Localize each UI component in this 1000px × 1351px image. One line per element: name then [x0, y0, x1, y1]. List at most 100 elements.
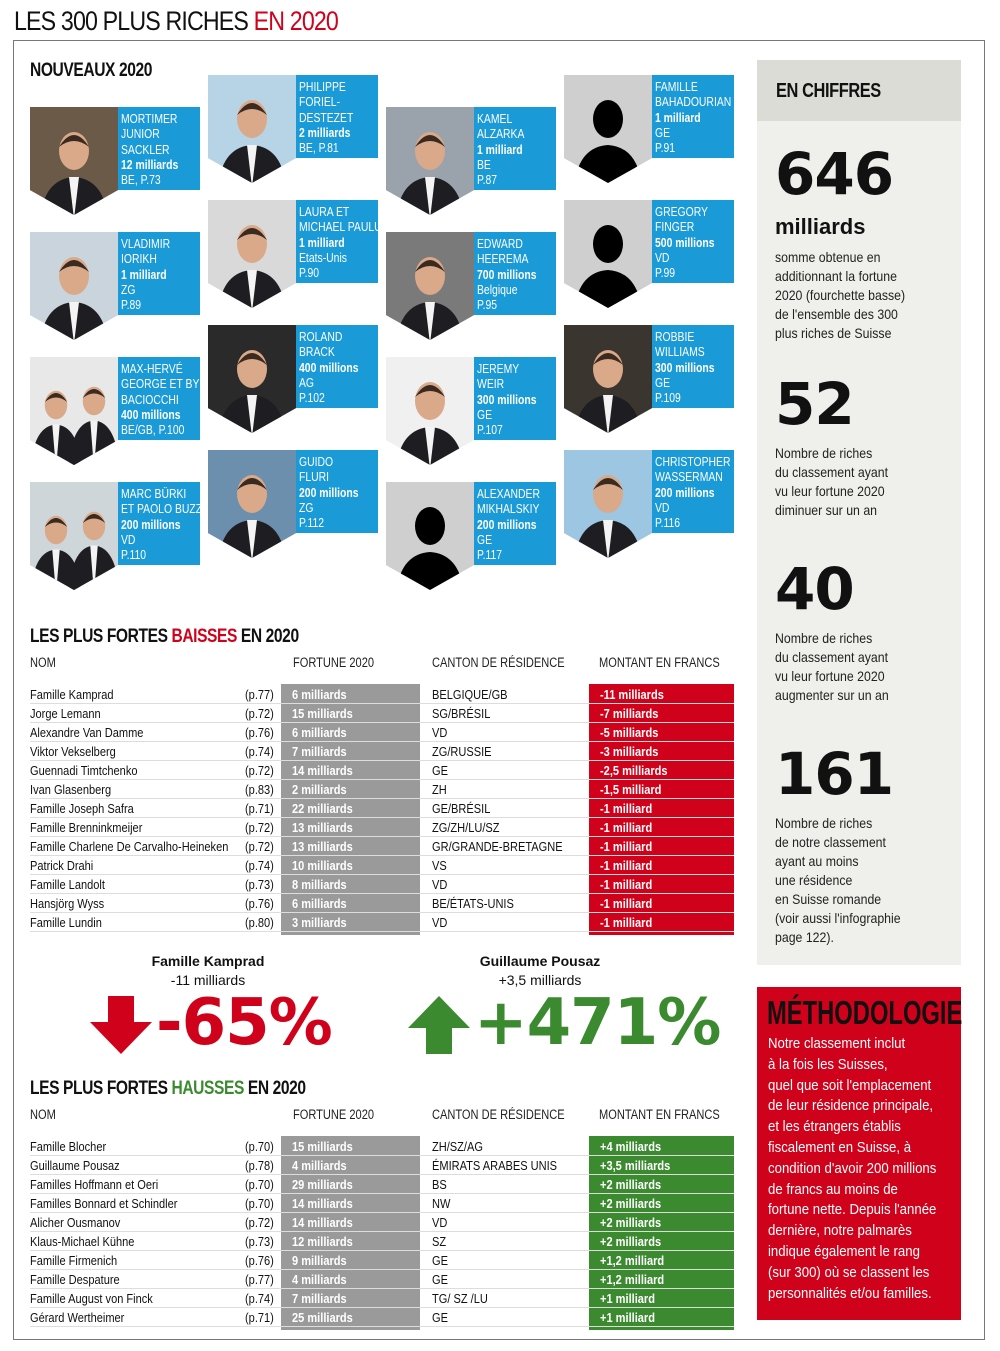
cell-name: Famille August von Finck	[30, 1291, 153, 1306]
cell-name: Famille Joseph Safra	[30, 801, 134, 816]
cell-page: (p.73)	[245, 1234, 274, 1249]
card-detail: BE, P.73	[121, 172, 161, 188]
cell-name: Famille Blocher	[30, 1139, 107, 1154]
column-header-nom: NOM	[30, 655, 56, 670]
cell-montant: -11 milliards	[600, 687, 664, 702]
table-row: Famille August von Finck (p.74) 7 milliard…	[30, 1289, 734, 1308]
portrait-photo	[30, 232, 118, 340]
card-info: CHRISTOPHER WASSERMAN 200 millions VD P.116	[652, 450, 734, 533]
cell-fortune: 25 milliards	[292, 1310, 353, 1325]
stat-unit: milliards	[775, 214, 866, 239]
column-header-fortune: FORTUNE 2020	[293, 655, 375, 670]
methodologie-line: de leur résidence principale,	[768, 1097, 934, 1115]
card-name-line: WILLIAMS	[655, 344, 705, 360]
cell-fortune: 15 milliards	[292, 706, 353, 721]
cell-montant: -1 milliard	[600, 877, 653, 892]
hausses-title-c: EN 2020	[247, 1078, 306, 1099]
card-info: EDWARD HEEREMA 700 millions Belgique P.95	[474, 232, 556, 315]
column-header-montant: MONTANT EN FRANCS	[599, 1107, 720, 1122]
cell-page: (p.71)	[245, 1310, 274, 1325]
table-row: Familles Bonnard et Schindler (p.70) 14 mi…	[30, 1194, 734, 1213]
stat-description: Nombre de riches	[775, 815, 873, 831]
cell-name: Famille Lundin	[30, 915, 102, 930]
highlight-change: -11 milliards	[170, 972, 246, 988]
card-amount: 400 millions	[299, 359, 359, 375]
card-name-line: ROBBIE	[655, 329, 695, 344]
card-name-line: MARC BÜRKI	[121, 486, 187, 501]
card-name-line: CHRISTOPHER	[655, 454, 731, 469]
stat-number: 161	[775, 740, 894, 808]
baisses-title-c: EN 2020	[240, 626, 299, 647]
cell-page: (p.70)	[245, 1196, 274, 1211]
card-detail: P.117	[477, 547, 503, 563]
card-detail: GE	[477, 531, 493, 547]
cell-montant: +1 milliard	[600, 1310, 655, 1325]
methodologie-line: fiscalement en Suisse, à	[768, 1139, 912, 1156]
cell-montant: +1,2 milliard	[600, 1253, 665, 1268]
cell-canton: NW	[432, 1196, 451, 1211]
card-name-line: KAMEL	[477, 111, 513, 126]
cell-name: Guennadi Timtchenko	[30, 763, 138, 778]
cell-fortune: 12 milliards	[292, 1234, 353, 1249]
card-name-line: ET PAOLO BUZZI	[121, 501, 205, 517]
cell-name: Alexandre Van Damme	[30, 725, 144, 740]
methodologie-box	[757, 987, 961, 1320]
portrait-photo	[564, 325, 652, 433]
cell-fortune: 7 milliards	[292, 744, 347, 759]
table-row: Famille Kamprad (p.77) 6 milliards BELGIQUE…	[30, 685, 734, 704]
card-info: ROLAND BRACK 400 millions AG P.102	[296, 325, 378, 408]
card-name-line: WASSERMAN	[655, 469, 723, 485]
card-name-line: MICHAEL PAULUS	[299, 219, 389, 235]
card-detail: P.87	[477, 172, 498, 188]
card-amount: 500 millions	[655, 234, 715, 250]
card-amount: 1 milliard	[121, 266, 167, 282]
en-chiffres-title: EN CHIFFRES	[776, 80, 881, 102]
card-name-line: BRACK	[299, 344, 335, 360]
cell-page: (p.74)	[245, 858, 274, 873]
highlight-name: Guillaume Pousaz	[479, 953, 601, 969]
cell-page: (p.72)	[245, 706, 274, 721]
cell-montant: +1 milliard	[600, 1291, 655, 1306]
column-header-fortune: FORTUNE 2020	[293, 1107, 375, 1122]
methodologie-line: Notre classement inclut	[768, 1035, 906, 1052]
cell-fortune: 6 milliards	[292, 896, 347, 911]
card-info: LAURA ET MICHAEL PAULUS 1 milliard Etats-Un…	[296, 200, 389, 283]
portrait-photo	[208, 450, 296, 558]
cell-page: (p.72)	[245, 1215, 274, 1230]
cell-canton: GR/GRANDE-BRETAGNE	[432, 839, 563, 854]
cell-name: Hansjörg Wyss	[30, 896, 105, 911]
card-amount: 300 millions	[655, 359, 715, 375]
stat-number: 40	[775, 555, 855, 623]
hausses-title: LES PLUS FORTES HAUSSES EN 2020	[30, 1078, 306, 1100]
table-row: Jorge Lemann (p.72) 15 milliards SG/BRÉSIL -…	[30, 704, 734, 723]
card-name-line: PHILIPPE	[299, 79, 346, 94]
portrait-photo	[30, 482, 118, 590]
table-row: Famille Charlene De Carvalho-Heineken (p.…	[30, 837, 734, 856]
cell-montant: +4 milliards	[600, 1139, 662, 1154]
cell-page: (p.77)	[245, 687, 274, 702]
card-name-line: JEREMY	[477, 361, 520, 376]
cell-fortune: 10 milliards	[292, 858, 353, 873]
table-row: Famille Blocher (p.70) 15 milliards ZH/SZ/A…	[30, 1137, 734, 1156]
table-row: Patrick Drahi (p.74) 10 milliards VS -1 mill…	[30, 856, 734, 875]
cell-name: Klaus-Michael Kühne	[30, 1234, 135, 1249]
cell-page: (p.77)	[245, 1272, 274, 1287]
stat-number: 646	[775, 140, 894, 208]
cell-name: Ivan Glasenberg	[30, 782, 112, 797]
cell-canton: VD	[432, 725, 448, 740]
cell-montant: +1,2 milliard	[600, 1272, 665, 1287]
portrait-photo	[386, 232, 474, 340]
table-row: Famille Brenninkmeijer (p.72) 13 milliards…	[30, 818, 734, 837]
card-info: MARC BÜRKI ET PAOLO BUZZI 200 millions VD P.…	[118, 482, 205, 565]
cell-name: Famille Brenninkmeijer	[30, 820, 143, 835]
stat-description: plus riches de Suisse	[775, 325, 892, 341]
cell-page: (p.72)	[245, 839, 274, 854]
baisses-title-b: BAISSES	[171, 626, 238, 647]
card-amount: 700 millions	[477, 266, 537, 282]
stat-description: Nombre de riches	[775, 630, 873, 646]
highlight-percent: -65%	[156, 986, 333, 1060]
card-name-line: FAMILLE	[655, 79, 698, 94]
card-name-line: WEIR	[477, 376, 505, 392]
arrow-up-icon	[408, 996, 470, 1059]
cell-canton: ZH	[432, 782, 447, 797]
